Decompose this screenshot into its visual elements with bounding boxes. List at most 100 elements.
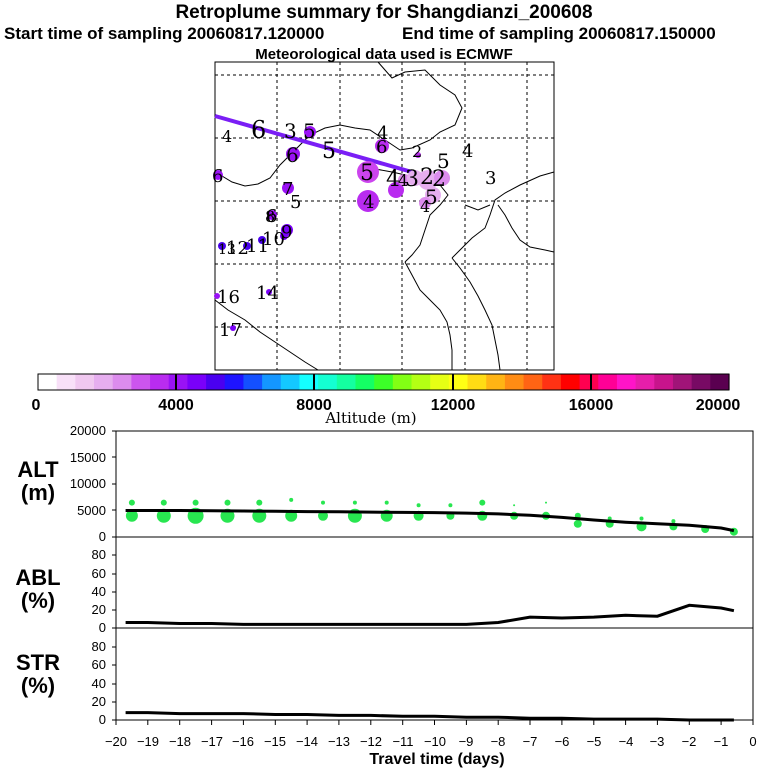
colorbar-cell: [56, 374, 76, 390]
trajectory-label: 2: [412, 142, 422, 161]
plume-marker: [418, 170, 438, 190]
str-tick-label: 80: [92, 639, 106, 654]
plume-marker: [266, 289, 272, 295]
colorbar-cell: [206, 374, 226, 390]
alt-series-line: [125, 509, 735, 533]
colorbar-cell: [224, 374, 245, 390]
x-tick-label: −10: [424, 734, 446, 749]
abl-tick-label: 40: [92, 584, 106, 599]
x-tick-label: −1: [714, 734, 729, 749]
colorbar-tick-label: 0: [32, 397, 41, 414]
x-tick-label: −9: [459, 734, 474, 749]
map-gridlines: [215, 62, 554, 370]
trajectory-label: 4: [420, 197, 430, 216]
trajectory-label: 2: [420, 165, 434, 190]
colorbar-tick-label: 4000: [158, 397, 194, 414]
trajectory-label: 10: [262, 229, 285, 250]
trajectory-label: 2: [432, 167, 446, 192]
plume-marker: [282, 182, 294, 194]
colorbar-cell: [635, 374, 655, 390]
alt-scatter-point: [160, 499, 167, 506]
str-series-line: [125, 711, 734, 722]
colorbar-cell: [430, 374, 450, 390]
alt-scatter-point: [289, 497, 294, 502]
trajectory-label: 13: [218, 242, 236, 258]
alt-scatter-point: [128, 499, 135, 506]
alt-label: ALT: [17, 457, 59, 482]
colorbar-cell: [392, 374, 413, 390]
met-data-label: Meteorological data used is ECMWF: [255, 46, 513, 63]
trajectory-label: 6: [286, 143, 299, 167]
colorbar-major-ticks: [175, 374, 592, 390]
colorbar-cell: [262, 374, 282, 390]
str-tick-label: 0: [99, 712, 106, 727]
alt-tick-label: 20000: [70, 423, 106, 438]
trajectory-label: 5: [437, 149, 450, 173]
x-tick-label: −8: [491, 734, 506, 749]
alt-scatter-point: [479, 499, 486, 506]
plume-marker: [357, 161, 379, 183]
plume-marker: [243, 242, 251, 250]
x-tick-label: −20: [105, 734, 127, 749]
alt-scatter-point: [318, 510, 328, 521]
colorbar-cells: [38, 374, 730, 390]
trajectory-label: 4: [386, 167, 400, 192]
trajectory-label: 5: [360, 161, 374, 186]
colorbar-cell: [38, 374, 58, 390]
alt-tick-label: 10000: [70, 476, 106, 491]
x-tick-label: −13: [328, 734, 350, 749]
colorbar-cell: [299, 374, 319, 390]
x-axis-ticks: [115, 720, 754, 725]
plume-marker: [286, 147, 300, 161]
plume-marker: [218, 242, 226, 250]
trajectory-label: 8: [265, 207, 275, 226]
abl-tick-label: 20: [92, 602, 106, 617]
trajectory-label: 5: [303, 119, 316, 143]
colorbar-tick-label: 8000: [296, 397, 332, 414]
colorbar-cell: [467, 374, 487, 390]
colorbar-cell: [336, 374, 357, 390]
colorbar-cell: [355, 374, 375, 390]
abl-tick-label: 80: [92, 547, 106, 562]
x-tick-label: 0: [749, 734, 756, 749]
alt-scatter-point: [256, 499, 263, 506]
alt-tick-label: 0: [99, 529, 106, 544]
colorbar-axis-label: Altitude (m): [324, 409, 416, 427]
colorbar-tick-label: 16000: [569, 397, 614, 414]
colorbar-cell: [448, 374, 469, 390]
str-tick-label: 40: [92, 676, 106, 691]
trajectory-line: [214, 114, 441, 182]
x-axis: −20 −19 −18 −17 −16 −15 −14 −13 −12 −11 …: [105, 720, 757, 768]
trajectory-label: 16: [217, 287, 240, 308]
plume-marker: [434, 170, 450, 186]
trajectory-label: 4: [462, 141, 473, 162]
colorbar-cell: [579, 374, 599, 390]
trajectory-label: 3: [485, 168, 496, 189]
colorbar-cell: [150, 374, 170, 390]
plume-marker: [388, 182, 404, 198]
trajectory-label: 4: [398, 171, 408, 190]
x-tick-label: −17: [201, 734, 223, 749]
str-tick-label: 60: [92, 657, 106, 672]
abl-unit: (%): [21, 588, 55, 613]
end-time-label: End time of sampling 20060817.150000: [402, 24, 716, 43]
colorbar-cell: [280, 374, 301, 390]
x-tick-label: −5: [587, 734, 602, 749]
alt-frame: [115, 430, 754, 538]
alt-scatter-point: [224, 499, 231, 506]
x-tick-label: −14: [296, 734, 318, 749]
colorbar-cell: [616, 374, 637, 390]
chart-title: Retroplume summary for Shangdianzi_20060…: [175, 2, 593, 23]
trajectory-label: 3: [284, 119, 297, 143]
colorbar-cell: [542, 374, 562, 390]
abl-panel: 0 20 40 60 80 ABL (%): [15, 536, 754, 635]
alt-scatter-point: [639, 516, 644, 521]
alt-tick-label: 5000: [77, 503, 106, 518]
trajectory-label: 5: [322, 139, 336, 164]
str-tick-label: 20: [92, 694, 106, 709]
colorbar-cell: [598, 374, 618, 390]
trajectory-label: 11: [246, 236, 269, 257]
x-tick-label: −16: [232, 734, 254, 749]
x-tick-label: −19: [137, 734, 159, 749]
